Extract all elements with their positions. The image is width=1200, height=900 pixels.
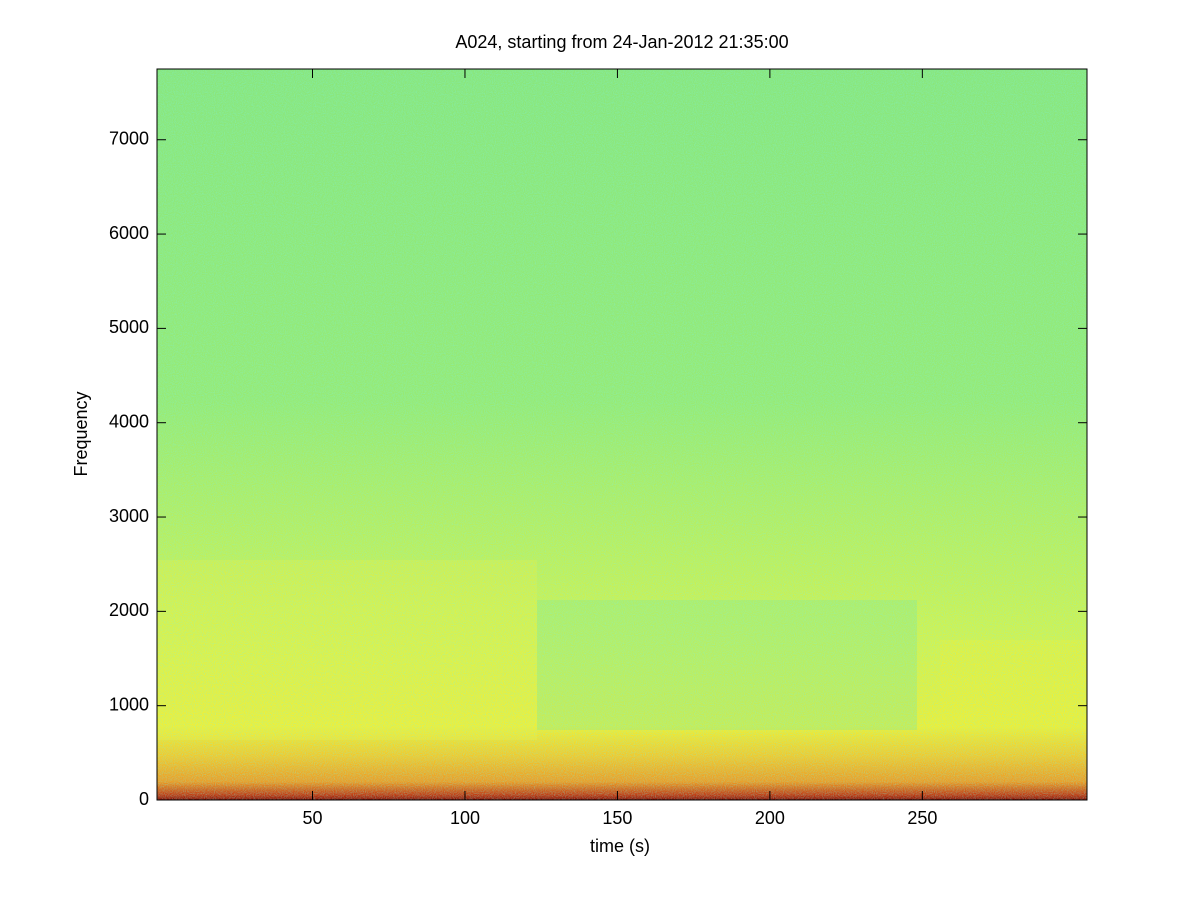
y-axis-label: Frequency <box>71 391 91 476</box>
y-tick-label: 2000 <box>109 600 149 620</box>
y-tick-label: 1000 <box>109 694 149 714</box>
x-tick-label: 150 <box>602 808 632 828</box>
plot-frame <box>156 68 1088 801</box>
x-tick-label: 250 <box>907 808 937 828</box>
x-tick-label: 50 <box>302 808 322 828</box>
x-tick-label: 200 <box>755 808 785 828</box>
x-axis-label: time (s) <box>590 836 650 856</box>
y-tick-label: 7000 <box>109 128 149 148</box>
y-tick-label: 6000 <box>109 223 149 243</box>
y-tick-label: 3000 <box>109 506 149 526</box>
y-tick-label: 0 <box>139 789 149 809</box>
chart-title: A024, starting from 24-Jan-2012 21:35:00 <box>455 32 788 52</box>
y-tick-label: 4000 <box>109 411 149 431</box>
y-tick-label: 5000 <box>109 317 149 337</box>
x-tick-label: 100 <box>450 808 480 828</box>
spectrogram-image <box>157 69 1087 800</box>
